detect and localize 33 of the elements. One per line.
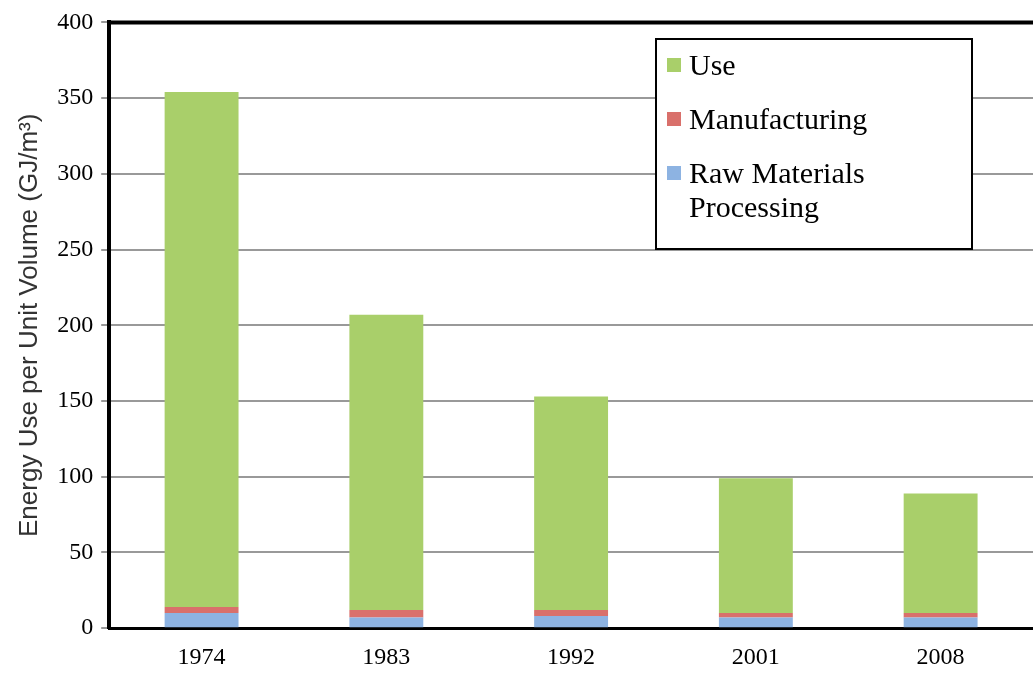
bar bbox=[164, 92, 239, 607]
bar bbox=[903, 617, 978, 628]
x-tick-label: 1992 bbox=[547, 642, 596, 669]
bar bbox=[534, 610, 609, 617]
legend-label: Use bbox=[689, 48, 736, 82]
bar bbox=[534, 616, 609, 628]
x-tick-label: 1983 bbox=[362, 642, 411, 669]
bar bbox=[349, 314, 424, 611]
legend-label: Raw Materials Processing bbox=[689, 156, 866, 224]
y-tick-label: 300 bbox=[57, 159, 94, 186]
y-tick-label: 400 bbox=[57, 7, 94, 34]
bar bbox=[534, 396, 609, 611]
y-tick-label: 200 bbox=[57, 310, 94, 337]
bar bbox=[164, 613, 239, 628]
y-tick-label: 50 bbox=[69, 537, 94, 564]
bar bbox=[164, 607, 239, 614]
y-tick-label: 100 bbox=[57, 462, 94, 489]
y-axis-title: Energy Use per Unit Volume (GJ/m³) bbox=[12, 113, 43, 537]
y-tick-label: 350 bbox=[57, 83, 94, 110]
bar bbox=[903, 493, 978, 614]
y-tick-label: 0 bbox=[81, 613, 94, 640]
y-tick-label: 250 bbox=[57, 234, 94, 261]
bar bbox=[349, 617, 424, 628]
x-tick-label: 1974 bbox=[177, 642, 226, 669]
bar bbox=[718, 478, 793, 614]
bar bbox=[718, 617, 793, 628]
x-tick-label: 2008 bbox=[916, 642, 965, 669]
x-tick-label: 2001 bbox=[731, 642, 780, 669]
legend-label: Manufacturing bbox=[689, 102, 868, 136]
y-tick-label: 150 bbox=[57, 386, 94, 413]
bar bbox=[903, 613, 978, 618]
bar bbox=[349, 610, 424, 618]
bar bbox=[718, 613, 793, 618]
